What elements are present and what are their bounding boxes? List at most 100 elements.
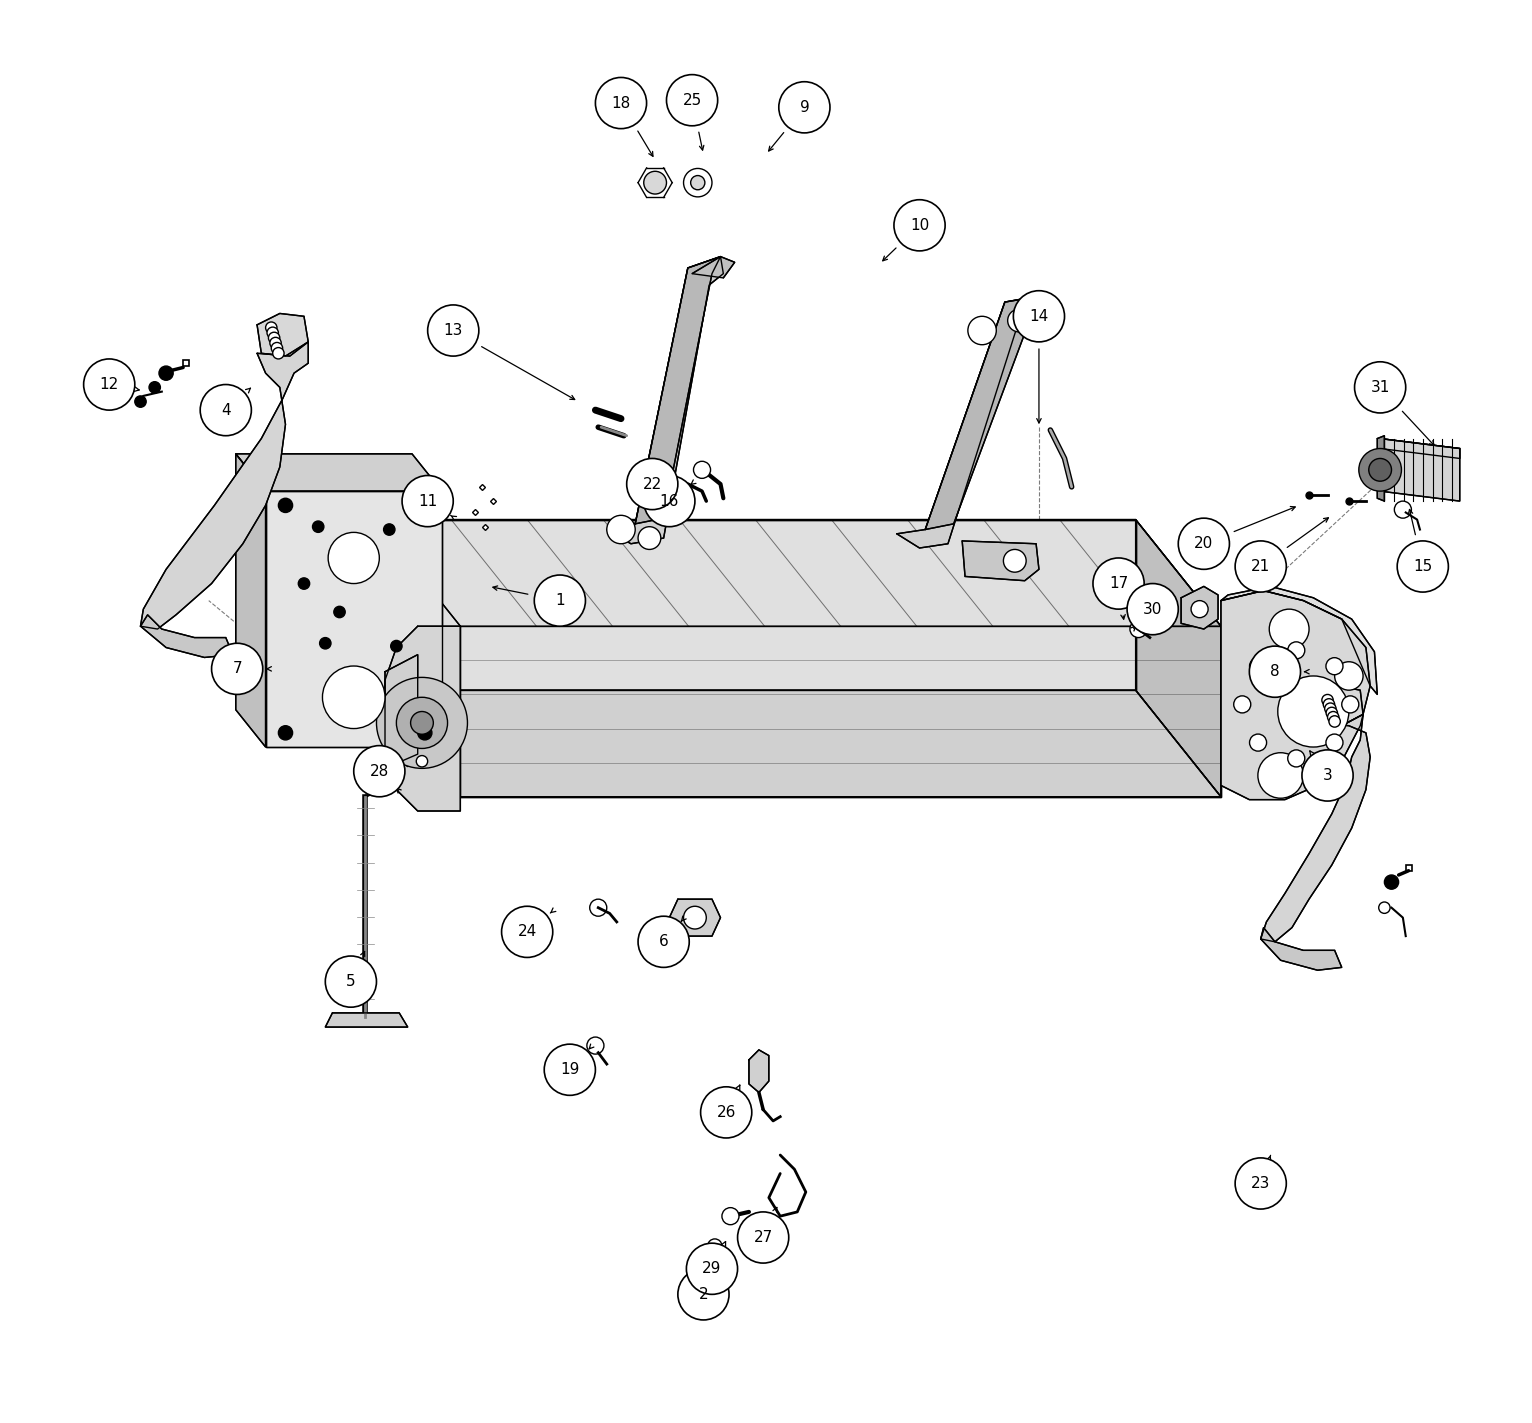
Polygon shape xyxy=(460,626,1221,797)
Polygon shape xyxy=(265,491,441,747)
Text: 25: 25 xyxy=(682,92,702,108)
Circle shape xyxy=(1003,549,1026,572)
Text: 11: 11 xyxy=(418,494,437,508)
Circle shape xyxy=(354,746,404,797)
Text: 21: 21 xyxy=(1252,559,1270,573)
Circle shape xyxy=(391,640,401,652)
Circle shape xyxy=(1258,753,1304,798)
Circle shape xyxy=(1328,712,1339,723)
Circle shape xyxy=(694,461,711,478)
Circle shape xyxy=(607,515,636,544)
Circle shape xyxy=(627,458,677,509)
Circle shape xyxy=(1397,541,1448,592)
Circle shape xyxy=(535,575,585,626)
Text: 27: 27 xyxy=(754,1229,772,1245)
Circle shape xyxy=(895,199,945,250)
Polygon shape xyxy=(1221,591,1370,800)
Circle shape xyxy=(320,638,331,649)
Circle shape xyxy=(1322,694,1333,706)
Text: 13: 13 xyxy=(444,323,463,339)
Polygon shape xyxy=(375,519,460,797)
Circle shape xyxy=(270,337,282,349)
Circle shape xyxy=(427,305,480,356)
Circle shape xyxy=(325,956,377,1007)
Circle shape xyxy=(1250,734,1267,751)
Circle shape xyxy=(1092,558,1144,609)
Circle shape xyxy=(1235,541,1287,592)
Circle shape xyxy=(1233,696,1250,713)
Circle shape xyxy=(273,347,283,359)
Circle shape xyxy=(149,381,161,393)
Polygon shape xyxy=(1318,686,1363,726)
Text: 28: 28 xyxy=(369,764,389,778)
Circle shape xyxy=(401,475,453,527)
Text: 12: 12 xyxy=(100,377,119,391)
Polygon shape xyxy=(375,519,1135,690)
Text: 22: 22 xyxy=(642,477,662,491)
Polygon shape xyxy=(1380,438,1460,501)
Circle shape xyxy=(411,712,434,734)
Polygon shape xyxy=(962,541,1039,581)
Text: 16: 16 xyxy=(660,494,679,508)
Text: 9: 9 xyxy=(800,100,809,115)
Circle shape xyxy=(1128,583,1178,635)
Text: 5: 5 xyxy=(346,975,355,989)
Text: 10: 10 xyxy=(910,218,930,233)
Polygon shape xyxy=(669,899,720,936)
Circle shape xyxy=(1008,309,1031,332)
Circle shape xyxy=(1288,642,1305,659)
Text: 14: 14 xyxy=(1030,309,1048,324)
Circle shape xyxy=(700,1087,752,1138)
Text: 20: 20 xyxy=(1195,536,1213,551)
Circle shape xyxy=(1327,707,1337,719)
Text: 30: 30 xyxy=(1143,602,1163,616)
Circle shape xyxy=(299,578,309,589)
Polygon shape xyxy=(1261,714,1370,942)
Circle shape xyxy=(637,916,689,968)
Circle shape xyxy=(1250,657,1267,675)
Polygon shape xyxy=(749,1050,769,1093)
Text: 19: 19 xyxy=(561,1062,579,1077)
Polygon shape xyxy=(141,342,308,629)
Circle shape xyxy=(1278,676,1348,747)
Circle shape xyxy=(683,906,706,929)
Circle shape xyxy=(1325,657,1344,675)
Circle shape xyxy=(737,1212,789,1264)
Circle shape xyxy=(1325,734,1344,751)
Circle shape xyxy=(643,171,666,194)
Polygon shape xyxy=(385,626,460,811)
Circle shape xyxy=(1342,696,1359,713)
Circle shape xyxy=(1302,750,1353,801)
Circle shape xyxy=(211,643,264,694)
Circle shape xyxy=(686,1244,737,1295)
Circle shape xyxy=(1324,699,1334,710)
Circle shape xyxy=(1394,501,1411,518)
Circle shape xyxy=(666,74,717,125)
Circle shape xyxy=(1190,601,1209,618)
Circle shape xyxy=(1328,716,1340,727)
Circle shape xyxy=(418,726,432,740)
Polygon shape xyxy=(1221,586,1377,694)
Circle shape xyxy=(201,384,251,435)
Circle shape xyxy=(271,343,282,354)
Circle shape xyxy=(1268,609,1308,649)
Text: 23: 23 xyxy=(1252,1175,1270,1191)
Polygon shape xyxy=(1135,519,1221,797)
Circle shape xyxy=(1368,458,1391,481)
Text: 2: 2 xyxy=(699,1286,708,1302)
Circle shape xyxy=(683,168,712,196)
Circle shape xyxy=(267,327,279,339)
Circle shape xyxy=(1385,875,1399,889)
Circle shape xyxy=(677,1269,729,1321)
Polygon shape xyxy=(636,256,720,524)
Polygon shape xyxy=(896,296,1039,548)
Circle shape xyxy=(778,81,830,132)
Text: 26: 26 xyxy=(717,1104,735,1120)
Circle shape xyxy=(383,524,395,535)
Circle shape xyxy=(544,1044,596,1096)
Polygon shape xyxy=(692,256,735,277)
Polygon shape xyxy=(1261,928,1342,970)
Polygon shape xyxy=(925,296,1039,529)
Circle shape xyxy=(279,498,293,512)
Circle shape xyxy=(418,498,432,512)
